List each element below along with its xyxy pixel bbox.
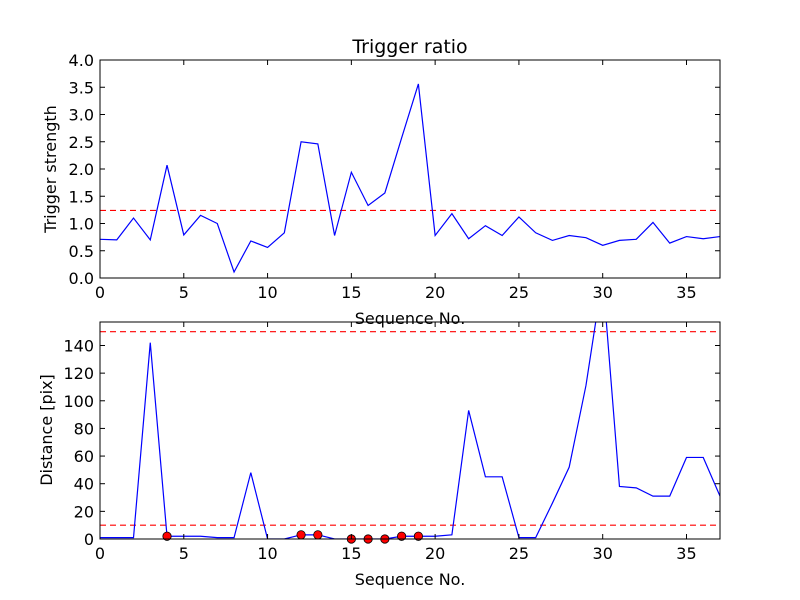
bottom-marker-point — [413, 531, 423, 541]
bottom-x-tick-label: 25 — [509, 544, 529, 563]
bottom-panel: 0 5 10 15 20 25 30 35 0 20 40 60 80 100 120 140 Sequenc… — [37, 321, 721, 589]
top-plot-area: 0 5 10 15 20 25 30 35 0.0 0.5 1.0 1.5 2.0 2.5 3.0 3.5 4.… — [69, 51, 721, 302]
top-x-axis-label: Sequence No. — [355, 309, 466, 328]
bottom-x-tick-label: 5 — [179, 544, 189, 563]
bottom-series-group — [100, 322, 720, 539]
bottom-y-tick-label: 0 — [84, 530, 94, 549]
top-y-tick-label: 0.0 — [69, 269, 94, 288]
bottom-marker-point — [313, 530, 323, 540]
top-series-group — [100, 83, 720, 274]
top-y-tick-label: 3.5 — [69, 78, 94, 97]
bottom-y-axis-label: Distance [pix] — [37, 374, 56, 486]
bottom-series-line-0 — [100, 322, 720, 539]
top-y-tick-label: 4.0 — [69, 51, 94, 70]
bottom-y-tick-label: 100 — [63, 392, 94, 411]
bottom-y-tick-label: 60 — [74, 447, 94, 466]
top-x-tick-label: 35 — [676, 283, 696, 302]
top-series-line-0 — [100, 83, 720, 274]
top-x-tick-label: 15 — [341, 283, 361, 302]
bottom-y-tick-label: 80 — [74, 419, 94, 438]
top-panel: Trigger ratio 0 5 10 15 20 25 30 35 0.0 0.5 1.0 1.5… — [41, 36, 721, 328]
bottom-x-tick-label: 20 — [425, 544, 445, 563]
bottom-x-axis-label: Sequence No. — [355, 570, 466, 589]
top-y-tick-label: 1.0 — [69, 215, 94, 234]
top-y-tick-label: 2.0 — [69, 160, 94, 179]
bottom-x-tick-label: 35 — [676, 544, 696, 563]
bottom-plot-area: 0 5 10 15 20 25 30 35 0 20 40 60 80 100 120 140 — [63, 321, 721, 563]
top-x-tick-label: 10 — [257, 283, 277, 302]
bottom-y-tick-label: 140 — [63, 336, 94, 355]
bottom-x-tick-label: 10 — [257, 544, 277, 563]
top-chart-title: Trigger ratio — [351, 36, 467, 58]
top-y-axis-label: Trigger strength — [41, 105, 60, 234]
bottom-y-tick-label: 20 — [74, 502, 94, 521]
top-x-tick-label: 30 — [593, 283, 613, 302]
top-x-tick-label: 0 — [95, 283, 105, 302]
top-x-tick-label: 25 — [509, 283, 529, 302]
top-x-tick-label: 20 — [425, 283, 445, 302]
top-y-tick-label: 2.5 — [69, 133, 94, 152]
top-plot-frame — [99, 59, 721, 279]
bottom-plot-frame — [99, 321, 721, 540]
bottom-y-tick-label: 120 — [63, 364, 94, 383]
top-x-tick-label: 5 — [179, 283, 189, 302]
top-y-tick-label: 3.0 — [69, 106, 94, 125]
top-y-tick-label: 0.5 — [69, 242, 94, 261]
bottom-x-tick-label: 15 — [341, 544, 361, 563]
bottom-x-tick-label: 0 — [95, 544, 105, 563]
bottom-y-tick-label: 40 — [74, 475, 94, 494]
bottom-marker-point — [397, 531, 407, 541]
bottom-x-tick-label: 30 — [593, 544, 613, 563]
bottom-marker-point — [296, 530, 306, 540]
bottom-marker-point — [162, 531, 172, 541]
top-y-tick-label: 1.5 — [69, 187, 94, 206]
